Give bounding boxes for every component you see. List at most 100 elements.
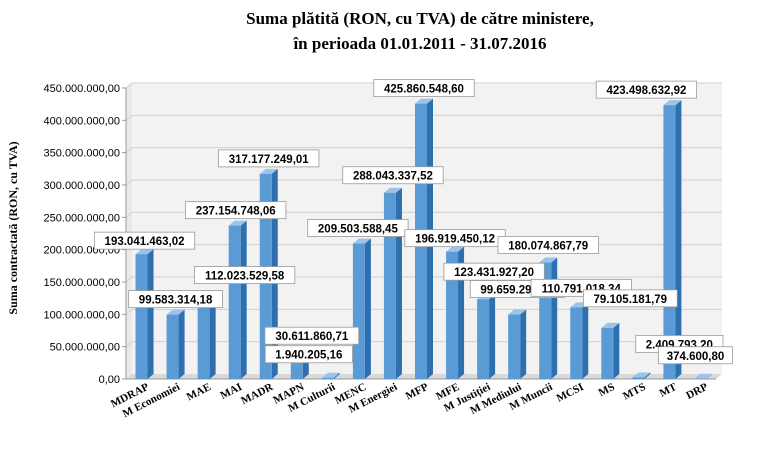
data-label-text: 30.611.860,71 xyxy=(275,331,349,343)
y-tick-label: 450.000.000,00 xyxy=(44,83,120,95)
bar xyxy=(663,100,682,380)
bar-front xyxy=(352,243,365,379)
bar-top xyxy=(166,309,185,315)
bar-top xyxy=(632,372,651,378)
bar-side xyxy=(178,309,185,379)
bar-side xyxy=(706,373,713,379)
bar-side xyxy=(613,322,620,379)
data-label: 209.503.588,45 xyxy=(307,219,409,237)
gridline xyxy=(125,179,722,186)
data-label-box xyxy=(185,201,287,220)
data-label: 196.919.450,12 xyxy=(404,229,506,248)
bar xyxy=(166,309,185,379)
bar-side xyxy=(520,309,527,379)
bar-side xyxy=(364,238,371,379)
bar-front xyxy=(166,314,179,379)
data-label: 374.600,80 xyxy=(658,346,733,365)
bar-side xyxy=(333,372,340,379)
data-label-box xyxy=(264,345,353,364)
bar-side xyxy=(240,220,247,379)
data-label-box xyxy=(497,236,599,254)
bar-top xyxy=(694,373,713,379)
data-label: 99.583.314,18 xyxy=(128,290,223,309)
bar-side xyxy=(551,257,558,379)
y-axis-label: Suma contractată (RON, cu TVA) xyxy=(6,141,20,314)
bar-front xyxy=(601,327,614,379)
y-tick-label: 0,00 xyxy=(99,374,120,386)
data-label-box xyxy=(264,326,360,345)
x-tick-label: MAE xyxy=(185,381,213,403)
data-label-text: 317.177.249,01 xyxy=(229,154,310,166)
bar-top xyxy=(663,100,682,106)
bar-side xyxy=(489,294,496,379)
bar xyxy=(508,309,527,379)
data-label-box xyxy=(595,80,698,99)
gridline xyxy=(125,211,722,218)
data-label: 237.154.748,06 xyxy=(185,201,287,220)
bar-top xyxy=(259,168,278,174)
bar-side xyxy=(147,249,154,379)
data-label-box xyxy=(218,149,320,168)
data-label-text: 112.023.529,58 xyxy=(205,271,285,283)
data-label-text: 209.503.588,45 xyxy=(318,224,399,236)
data-label-box xyxy=(93,231,196,250)
bar xyxy=(228,220,247,379)
bar xyxy=(352,238,371,379)
x-tick-label: MTS xyxy=(621,381,648,403)
bar-top xyxy=(352,238,371,244)
bar-top xyxy=(446,246,465,252)
bar-front xyxy=(321,377,334,379)
bar-front xyxy=(446,251,459,379)
bar xyxy=(135,249,154,379)
bar-side xyxy=(395,187,402,379)
y-tick-label: 50.000.000,00 xyxy=(50,342,120,354)
bar-side xyxy=(644,372,651,379)
y-tick-label: 350.000.000,00 xyxy=(44,148,120,160)
bar xyxy=(694,373,713,380)
x-tick-label: MFP xyxy=(404,381,431,403)
x-tick-label: MS xyxy=(597,381,617,399)
x-tick-label: MCSI xyxy=(555,381,586,405)
bar-front xyxy=(663,105,676,380)
data-label-text: 180.074.867,79 xyxy=(508,241,588,253)
y-tick-label: 300.000.000,00 xyxy=(44,180,120,192)
bar xyxy=(570,302,589,379)
y-tick-label: 150.000.000,00 xyxy=(44,277,120,289)
data-label-box xyxy=(194,266,296,284)
data-label: 423.498.632,92 xyxy=(595,80,698,99)
bar-side xyxy=(209,301,216,379)
bar-top xyxy=(539,257,558,263)
gridline xyxy=(125,114,722,121)
gridline xyxy=(125,147,722,154)
bar-front xyxy=(228,225,241,379)
bar xyxy=(197,301,216,379)
data-label: 180.074.867,79 xyxy=(497,236,599,254)
data-label-box xyxy=(583,289,678,308)
bar-front xyxy=(632,377,645,379)
plot-area: 0,00 50.000.000,00 100.000.000,00 150.000.0… xyxy=(44,79,733,420)
data-label: 112.023.529,58 xyxy=(194,266,296,284)
bar xyxy=(601,322,620,379)
bar-front xyxy=(570,307,583,379)
data-label-text: 288.043.337,52 xyxy=(353,171,433,183)
bar-top xyxy=(321,372,340,378)
bar-top xyxy=(135,249,154,255)
chart-title-line-1: Suma plătită (RON, cu TVA) de către mini… xyxy=(246,9,594,28)
data-label-text: 237.154.748,06 xyxy=(196,206,276,218)
data-label: 30.611.860,71 xyxy=(264,326,360,345)
data-label: 317.177.249,01 xyxy=(218,149,320,168)
bar-top xyxy=(415,98,433,104)
bar xyxy=(477,294,496,379)
data-label-text: 374.600,80 xyxy=(667,351,725,363)
data-label-box xyxy=(658,346,733,365)
x-tick-label: MADR xyxy=(239,381,276,408)
bar-front xyxy=(694,378,707,380)
data-label-text: 79.105.181,79 xyxy=(594,294,668,306)
bar-front xyxy=(135,254,148,379)
data-label-box xyxy=(342,166,444,185)
bar-top xyxy=(228,220,247,226)
bar-front xyxy=(508,314,521,379)
bar xyxy=(383,187,402,379)
data-label-text: 1.940.205,16 xyxy=(275,350,342,362)
